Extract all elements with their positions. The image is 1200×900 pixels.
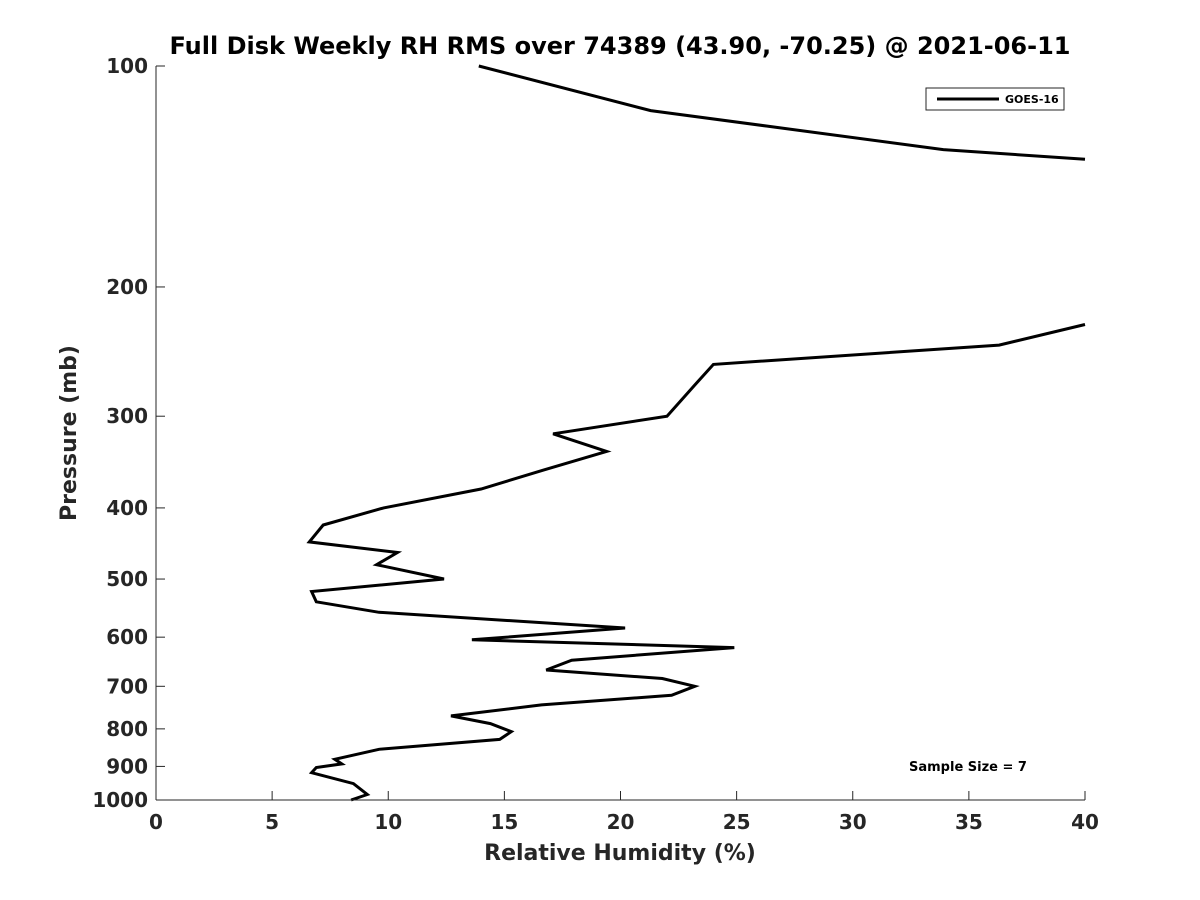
x-axis-label: Relative Humidity (%) [484, 841, 756, 866]
x-tick-label: 5 [265, 810, 279, 834]
x-tick-label: 20 [607, 810, 635, 834]
y-tick-label: 700 [106, 674, 148, 698]
chart-title: Full Disk Weekly RH RMS over 74389 (43.9… [169, 32, 1070, 60]
x-tick-label: 40 [1071, 810, 1099, 834]
x-tick-label: 10 [374, 810, 402, 834]
x-tick-label: 25 [723, 810, 751, 834]
legend: GOES-16 [925, 87, 1065, 111]
x-tick-label: 30 [839, 810, 867, 834]
y-tick-label: 1000 [92, 788, 148, 812]
axes-layer [155, 66, 1085, 801]
y-tick-label: 600 [106, 625, 148, 649]
y-tick-label: 200 [106, 275, 148, 299]
y-tick-label: 400 [106, 496, 148, 520]
x-tick-label: 35 [955, 810, 983, 834]
y-tick-label: 500 [106, 567, 148, 591]
y-axis-label: Pressure (mb) [57, 345, 82, 521]
legend-entry-goes-16: GOES-16 [1005, 93, 1059, 106]
y-tick-label: 900 [106, 754, 148, 778]
x-tick-label: 0 [149, 810, 163, 834]
series-line-1 [478, 64, 1086, 161]
sample-size-annotation: Sample Size = 7 [909, 760, 1027, 775]
y-tick-label: 100 [106, 54, 148, 78]
series-line-2 [306, 323, 1086, 802]
x-tick-label: 15 [490, 810, 518, 834]
x-ticks: 0 5 10 15 20 25 30 35 40 [149, 791, 1099, 834]
y-tick-label: 300 [106, 404, 148, 428]
data-layer [306, 64, 1086, 802]
y-ticks: 100 200 300 400 500 600 700 800 900 1000 [92, 54, 165, 812]
y-tick-label: 800 [106, 717, 148, 741]
